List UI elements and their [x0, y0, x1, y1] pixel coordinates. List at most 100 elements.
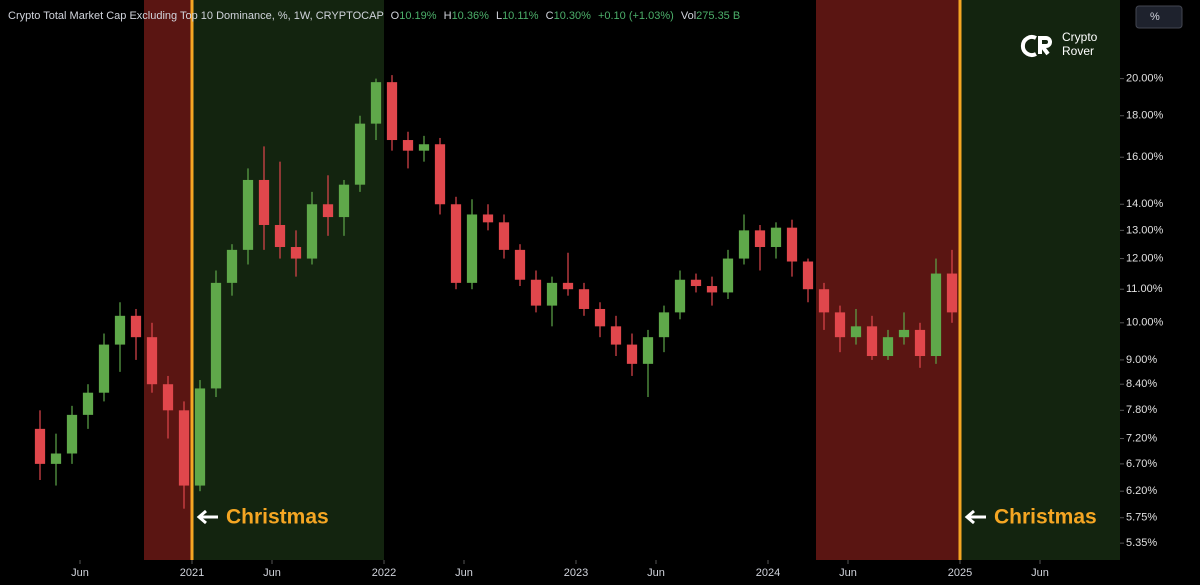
candle-body	[482, 214, 494, 223]
c-label: C	[546, 10, 554, 22]
candle-body	[690, 279, 702, 287]
x-tick-label: 2024	[756, 567, 780, 579]
x-tick-label: Jun	[71, 567, 89, 579]
candle-body	[114, 315, 126, 345]
candle-body	[82, 392, 94, 415]
y-tick-label: 5.35%	[1126, 537, 1157, 549]
o-value: 10.19%	[399, 10, 437, 22]
h-label: H	[444, 10, 452, 22]
y-tick-label: 6.70%	[1126, 458, 1157, 470]
candle-body	[130, 315, 142, 338]
candle-body	[66, 414, 78, 454]
candle-body	[738, 230, 750, 259]
candle-body	[546, 282, 558, 306]
x-tick-label: Jun	[1031, 567, 1049, 579]
markers: Christmas Christmas	[190, 0, 1097, 560]
logo: Crypto Rover	[1020, 30, 1098, 58]
y-tick-label: 7.80%	[1126, 404, 1157, 416]
scale-button[interactable]	[1135, 5, 1183, 29]
candle-body	[578, 289, 590, 309]
y-tick-label: 9.00%	[1126, 354, 1157, 366]
x-tick-label: Jun	[263, 567, 281, 579]
candle-body	[786, 227, 798, 262]
y-tick-label: 20.00%	[1126, 73, 1164, 85]
candle-body	[562, 282, 574, 290]
candle-body	[290, 247, 302, 259]
x-tick-label: 2021	[180, 567, 204, 579]
candle-body	[754, 230, 766, 248]
shaded-range	[192, 0, 384, 560]
candle-body	[178, 410, 190, 486]
x-tick-label: Jun	[647, 567, 665, 579]
candle-body	[210, 282, 222, 389]
candle-body	[258, 179, 270, 225]
y-tick-label: 18.00%	[1126, 110, 1164, 122]
x-tick-label: 2023	[564, 567, 588, 579]
l-label: L	[496, 10, 502, 22]
candle-body	[946, 273, 958, 313]
marker-arrow	[196, 509, 218, 525]
vol-value: 275.35 B	[696, 10, 740, 22]
candle-body	[354, 123, 366, 185]
zones	[144, 0, 1120, 560]
candle-body	[466, 214, 478, 283]
candle-body	[402, 140, 414, 151]
l-value: 10.11%	[502, 10, 539, 22]
candles	[34, 75, 958, 509]
candle-body	[770, 227, 782, 248]
c-value: 10.30%	[554, 10, 592, 22]
chart-header: Crypto Total Market Cap Excluding Top 10…	[8, 10, 740, 22]
candle-body	[498, 222, 510, 250]
candle-body	[626, 344, 638, 364]
title: Crypto Total Market Cap Excluding Top 10…	[8, 10, 384, 22]
y-tick-label: 12.00%	[1126, 252, 1164, 264]
candle-body	[34, 428, 46, 464]
candle-body	[866, 326, 878, 357]
y-tick-label: 8.40%	[1126, 378, 1157, 390]
scale-button-label[interactable]: %	[1150, 11, 1160, 23]
candle-body	[882, 337, 894, 357]
y-tick-label: 16.00%	[1126, 151, 1164, 163]
candle-body	[658, 312, 670, 338]
candle-body	[898, 329, 910, 338]
shaded-range	[960, 0, 1120, 560]
marker-arrow	[964, 509, 986, 525]
x-tick-label: Jun	[455, 567, 473, 579]
candle-body	[914, 329, 926, 357]
candle-body	[322, 204, 334, 218]
change: +0.10 (+1.03%)	[598, 10, 674, 22]
candle-body	[834, 312, 846, 338]
y-tick-label: 10.00%	[1126, 317, 1164, 329]
candle-body	[850, 326, 862, 338]
marker-label: Christmas	[994, 506, 1097, 529]
marker-label: Christmas	[226, 506, 329, 529]
x-tick-label: Jun	[839, 567, 857, 579]
logo-text: Crypto	[1062, 30, 1098, 44]
y-tick-label: 11.00%	[1126, 283, 1163, 295]
candle-body	[50, 453, 62, 464]
logo-icon	[1020, 35, 1052, 57]
candle-body	[194, 388, 206, 486]
logo-text: Rover	[1062, 44, 1094, 58]
candle-body	[450, 204, 462, 283]
candle-body	[418, 144, 430, 151]
candle-body	[226, 249, 238, 283]
candle-body	[370, 82, 382, 124]
candle-body	[530, 279, 542, 306]
candle-body	[146, 337, 158, 385]
axes: 20.00% 18.00% 16.00% 14.00% 13.00% 12.00% 11.0…	[71, 73, 1163, 579]
candle-body	[386, 82, 398, 141]
vol-label: Vol	[681, 10, 696, 22]
candle-body	[610, 326, 622, 345]
y-tick-label: 6.20%	[1126, 485, 1157, 497]
x-tick-label: 2022	[372, 567, 396, 579]
candle-body	[642, 337, 654, 364]
o-label: O	[391, 10, 400, 22]
candle-body	[162, 384, 174, 411]
candle-body	[98, 344, 110, 393]
candle-body	[706, 286, 718, 293]
candle-body	[306, 204, 318, 259]
candle-body	[434, 144, 446, 205]
candle-body	[674, 279, 686, 313]
